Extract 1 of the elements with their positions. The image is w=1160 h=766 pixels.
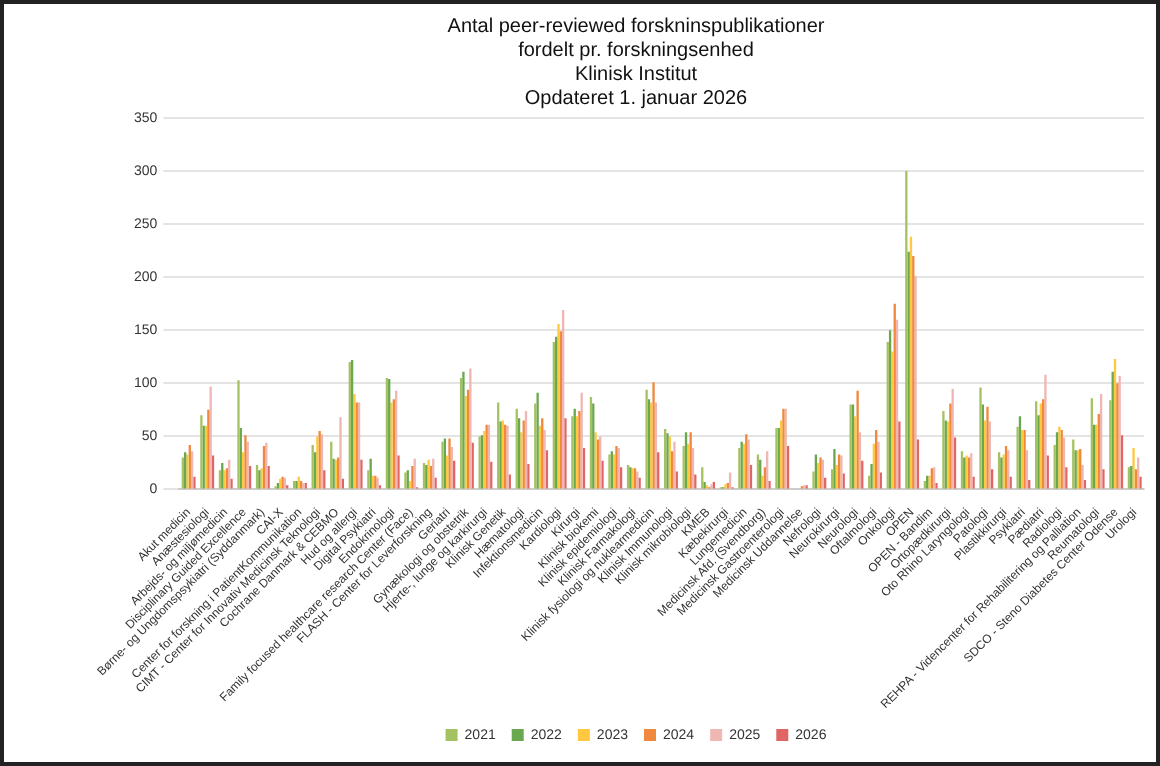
chart-title: Antal peer-reviewed forskninspublikationer fordelt pr. forskningsenhed Klinisk Institut Opdateret 1. januar 2026 [447, 15, 826, 110]
